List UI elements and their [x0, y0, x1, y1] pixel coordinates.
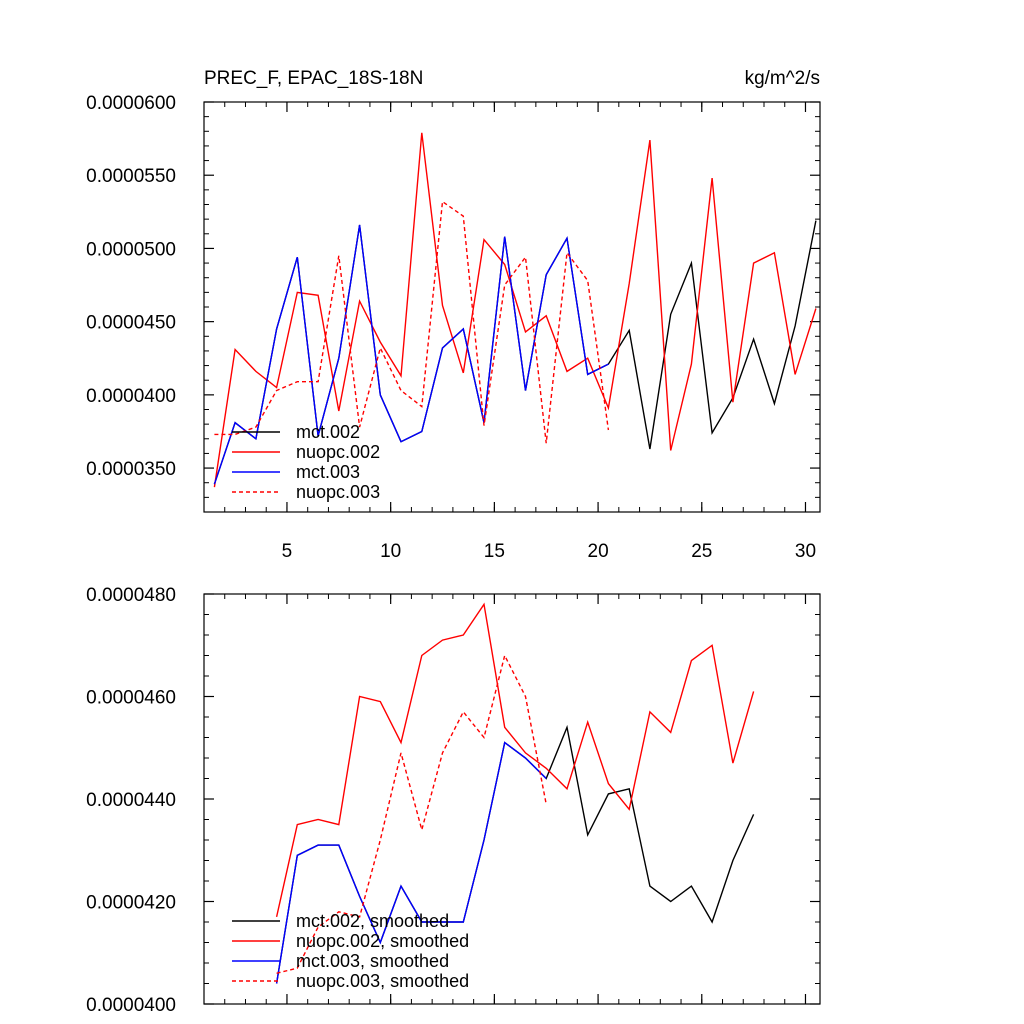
bottom-series-line-4 [276, 653, 547, 974]
bottom-panel-ticks: 0.0000400 0.0000420 0.0000440 0.0000460 0.00… [86, 585, 820, 1016]
top-panel-units: kg/m^2/s [745, 68, 820, 89]
y-tick-label: 0.0000450 [86, 313, 176, 334]
y-tick-label: 0.0000600 [86, 93, 176, 114]
bottom-series-line-3 [275, 741, 547, 984]
y-tick-label: 0.0000350 [86, 459, 176, 480]
bottom-panel-lines [275, 602, 755, 984]
top-panel-lines [213, 132, 817, 488]
legend-label: mct.002, smoothed [296, 911, 449, 931]
legend-label: mct.002 [296, 422, 360, 442]
top-panel-ticks: 5 10 15 20 25 30 0.0000350 0.0000400 0.0000450 0.… [86, 93, 820, 562]
legend-label: nuopc.002 [296, 442, 380, 462]
y-tick-label: 0.0000400 [86, 386, 176, 407]
y-tick-label: 0.0000500 [86, 239, 176, 260]
y-tick-label: 0.0000400 [86, 995, 176, 1016]
x-tick-label: 15 [484, 541, 505, 562]
x-tick-label: 5 [282, 541, 293, 562]
bottom-panel: 0.0000400 0.0000420 0.0000440 0.0000460 0.00… [86, 585, 821, 1016]
y-tick-label: 0.0000420 [86, 893, 176, 914]
y-tick-label: 0.0000480 [86, 585, 176, 606]
legend-label: mct.003, smoothed [296, 951, 449, 971]
x-tick-label: 10 [380, 541, 401, 562]
legend-label: nuopc.002, smoothed [296, 931, 469, 951]
y-tick-label: 0.0000440 [86, 790, 176, 811]
legend-label: nuopc.003, smoothed [296, 971, 469, 991]
top-panel-frame [203, 101, 821, 513]
bottom-panel-frame [203, 593, 821, 1005]
y-tick-label: 0.0000460 [86, 688, 176, 709]
top-panel: PREC_F, EPAC_18S-18N kg/m^2/s 5 10 15 20 25 3… [86, 68, 821, 562]
x-tick-label: 30 [795, 541, 816, 562]
legend-label: mct.003 [296, 462, 360, 482]
top-series-line-2 [213, 132, 817, 488]
legend-label: nuopc.003 [296, 482, 380, 502]
bottom-series-line-2 [275, 602, 755, 918]
top-series-line-4 [214, 200, 610, 444]
top-panel-title: PREC_F, EPAC_18S-18N [204, 68, 423, 89]
x-tick-label: 20 [588, 541, 609, 562]
top-series-line-3 [213, 224, 609, 485]
x-tick-label: 25 [691, 541, 712, 562]
y-tick-label: 0.0000550 [86, 166, 176, 187]
